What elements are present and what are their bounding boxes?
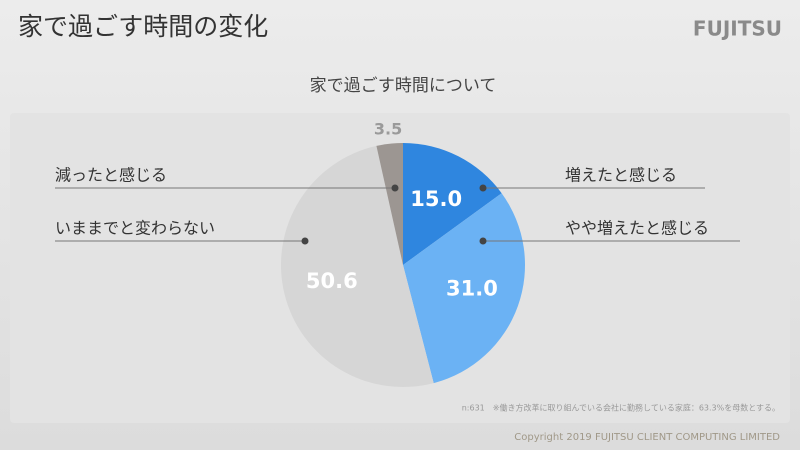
leader-dot bbox=[479, 237, 487, 245]
leader-dot bbox=[301, 237, 309, 245]
pie-slice bbox=[280, 145, 434, 388]
leader-dot bbox=[479, 184, 487, 192]
pie-slice bbox=[376, 143, 403, 265]
value-label: 31.0 bbox=[446, 277, 498, 301]
pie-slice bbox=[403, 143, 502, 265]
leader-dot bbox=[391, 184, 399, 192]
copyright: Copyright 2019 FUJITSU CLIENT COMPUTING … bbox=[514, 432, 780, 443]
category-label: 減ったと感じる bbox=[55, 166, 167, 185]
chart-subtitle: 家で過ごす時間について bbox=[310, 76, 497, 96]
category-label: 増えたと感じる bbox=[565, 166, 677, 185]
footnote: n:631 ※働き方改革に取り組んでいる会社に勤務している家庭：63.3%を母数… bbox=[462, 403, 780, 413]
value-label: 15.0 bbox=[410, 187, 462, 211]
slide-title: 家で過ごす時間の変化 bbox=[18, 12, 268, 41]
value-label: 3.5 bbox=[374, 119, 402, 138]
value-label: 50.6 bbox=[306, 269, 358, 293]
category-label: いままでと変わらない bbox=[55, 219, 215, 238]
category-label: やや増えたと感じる bbox=[565, 219, 709, 238]
logo: FUJITSU bbox=[693, 17, 782, 41]
